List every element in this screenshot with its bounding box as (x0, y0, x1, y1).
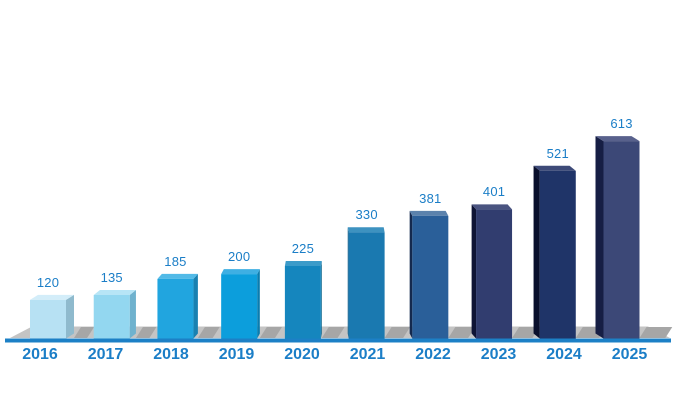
bar-front-2019 (221, 274, 258, 339)
bar-front-2016 (30, 299, 66, 339)
bar-front-2025 (603, 141, 640, 339)
bar-top-2016 (30, 294, 74, 300)
bar-shadow-2021 (384, 327, 411, 338)
bar-side-2021 (347, 227, 349, 339)
bar-top-2019 (221, 269, 260, 275)
bar-front-2024 (539, 170, 576, 339)
bar-shadow-2022 (448, 327, 476, 338)
bar-front-2017 (93, 295, 130, 339)
bar-side-2016 (66, 294, 74, 339)
bar-side-2022 (409, 210, 413, 339)
bar-side-2025 (595, 136, 604, 339)
bar-side-2017 (129, 290, 136, 339)
bar-shadow-2016 (74, 327, 95, 338)
bar-shadow-2025 (639, 327, 673, 338)
bar-top-2023 (471, 204, 513, 210)
bar-side-2023 (471, 204, 477, 339)
bar-shadow-2017 (135, 327, 157, 338)
bar-shadow-2018 (197, 327, 220, 338)
bar-top-2020 (284, 261, 322, 267)
x-axis-line (5, 338, 671, 343)
bar-top-2025 (595, 136, 640, 142)
bar-shadow-2023 (512, 327, 540, 338)
bar-side-2018 (193, 273, 198, 339)
bar-front-2018 (157, 278, 194, 339)
bar-shadow-2019 (259, 327, 282, 338)
bar-top-2022 (409, 210, 449, 216)
bar-side-2024 (533, 165, 540, 339)
bar-side-2019 (257, 269, 260, 339)
bar-front-2022 (412, 215, 449, 339)
bar-front-2023 (476, 209, 513, 339)
bar-front-2021 (348, 232, 385, 339)
bar-shadow-2020 (321, 327, 345, 338)
bar-top-2024 (533, 165, 576, 171)
bar-side-2020 (320, 261, 322, 339)
bar-front-2020 (284, 266, 321, 339)
bar-top-2021 (347, 227, 385, 233)
bar-top-2017 (93, 290, 136, 296)
bar-top-2018 (157, 273, 198, 279)
